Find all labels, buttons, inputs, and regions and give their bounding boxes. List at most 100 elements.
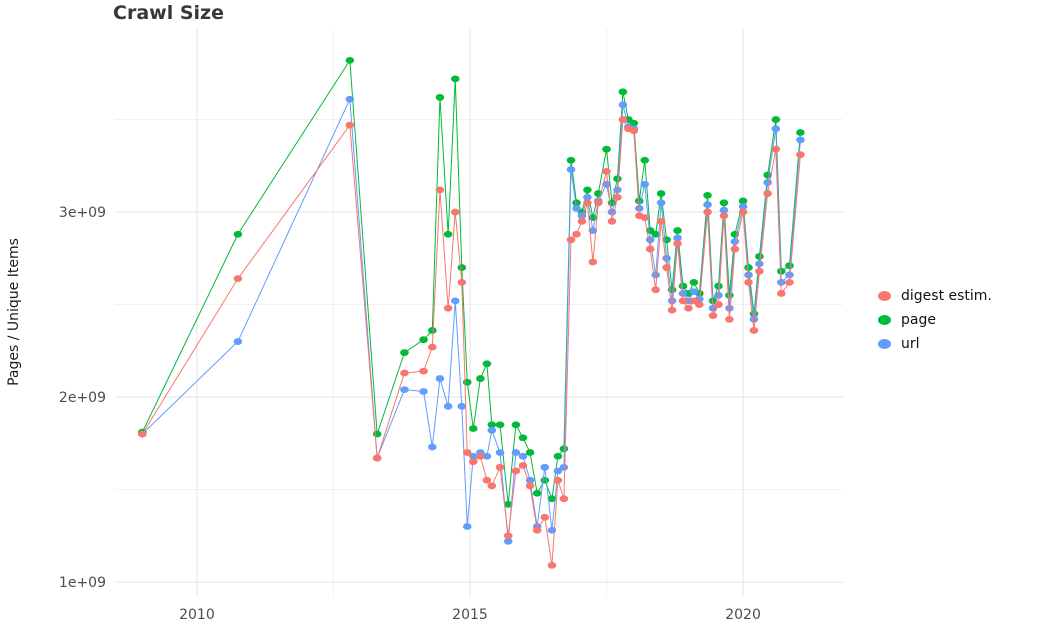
data-point (583, 186, 592, 194)
data-point (495, 449, 505, 456)
data-point (138, 430, 147, 438)
data-point (495, 421, 505, 429)
data-point (583, 193, 592, 201)
data-point (511, 421, 521, 429)
data-point (476, 452, 485, 460)
data-point (651, 286, 660, 294)
data-point (714, 301, 723, 308)
data-point (755, 260, 764, 268)
legend-dot-url-icon (878, 339, 891, 349)
data-point (678, 282, 688, 290)
data-point (457, 278, 467, 286)
data-point (673, 227, 682, 234)
data-point (618, 101, 628, 109)
data-point (771, 116, 781, 123)
legend-dot-page-icon (878, 315, 891, 325)
data-point (400, 349, 409, 357)
data-point (457, 402, 467, 410)
data-point (785, 271, 794, 279)
data-point (428, 443, 437, 451)
data-point (771, 145, 781, 153)
data-point (719, 206, 729, 214)
data-point (703, 208, 712, 216)
data-point (525, 449, 535, 456)
data-point (559, 495, 569, 503)
data-point (518, 434, 528, 442)
data-point (738, 203, 748, 210)
data-point (684, 304, 693, 312)
data-point (613, 193, 622, 201)
data-point (785, 278, 794, 286)
data-point (594, 199, 603, 207)
data-point (640, 214, 650, 222)
data-point (656, 217, 666, 225)
legend-item-digest: digest estim. (878, 288, 992, 304)
data-point (443, 230, 453, 238)
data-point (233, 230, 243, 238)
data-point (400, 369, 409, 377)
data-point (796, 151, 805, 159)
data-point (656, 199, 666, 207)
data-point (482, 360, 492, 368)
data-point (372, 430, 382, 438)
data-point (755, 253, 764, 260)
data-point (744, 278, 753, 286)
data-point (602, 180, 611, 188)
data-point (689, 278, 699, 286)
data-point (738, 197, 748, 205)
data-point (744, 264, 753, 271)
data-point (673, 234, 682, 242)
data-point (419, 336, 428, 344)
data-point (450, 75, 460, 83)
data-point (525, 482, 535, 490)
data-point (588, 258, 598, 266)
legend-item-page: page (878, 312, 992, 328)
data-point (400, 386, 409, 394)
data-point (511, 449, 521, 456)
data-point (703, 201, 712, 209)
data-point (602, 167, 611, 175)
data-point (482, 452, 492, 460)
data-point (583, 199, 592, 207)
data-point (540, 463, 550, 471)
data-point (651, 230, 660, 238)
data-point (345, 56, 355, 64)
data-point (487, 421, 497, 429)
chart-title: Crawl Size (113, 2, 224, 24)
y-tick-label: 1e+09 (59, 575, 106, 591)
data-point (553, 452, 563, 460)
data-point (730, 238, 740, 246)
legend-item-url: url (878, 336, 992, 352)
data-point (487, 482, 497, 490)
data-point (725, 315, 734, 323)
data-point (730, 245, 740, 253)
y-tick-label: 2e+09 (59, 390, 106, 406)
data-point (345, 95, 355, 103)
data-point (511, 467, 521, 475)
data-point (559, 463, 569, 471)
data-point (719, 199, 729, 207)
data-point (495, 463, 505, 471)
data-point (796, 136, 805, 144)
data-point (532, 489, 542, 497)
y-tick-label: 3e+09 (59, 205, 106, 221)
data-point (435, 375, 445, 382)
data-point (667, 297, 677, 305)
data-point (771, 125, 781, 133)
data-point (518, 462, 528, 469)
data-point (345, 121, 355, 129)
data-point (468, 425, 478, 432)
data-point (708, 312, 718, 320)
data-point (457, 264, 467, 271)
data-point (738, 208, 748, 216)
data-point (785, 262, 794, 270)
data-point (607, 217, 617, 225)
data-point (462, 523, 472, 530)
data-point (372, 454, 382, 462)
data-point (503, 500, 513, 508)
data-point (428, 327, 437, 334)
data-point (763, 171, 772, 179)
data-point (572, 230, 581, 238)
data-point (656, 190, 666, 197)
legend: digest estim. page url (878, 288, 992, 352)
